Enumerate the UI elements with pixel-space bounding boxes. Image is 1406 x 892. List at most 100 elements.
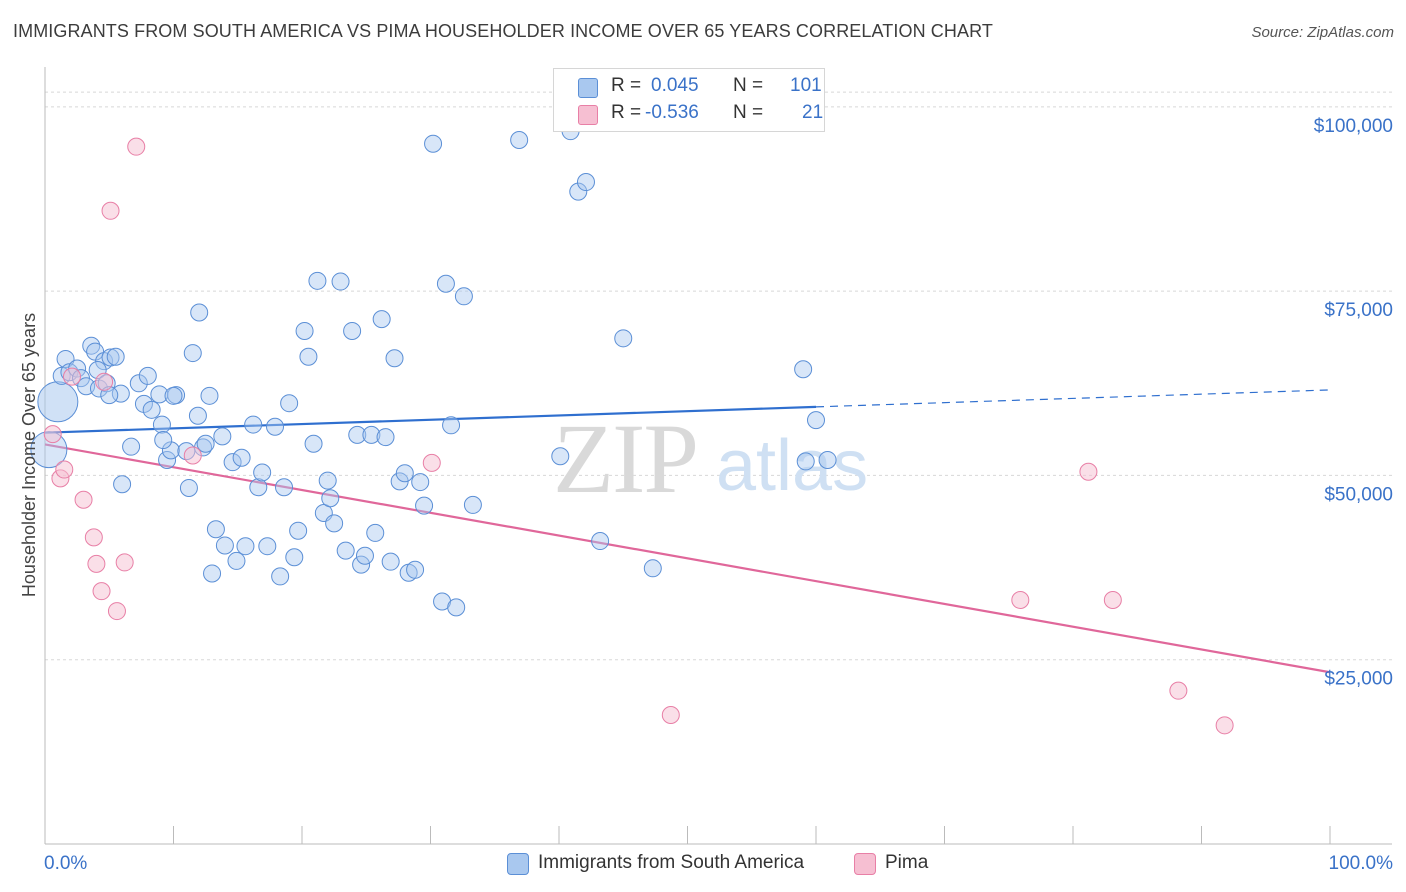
- point-blue: [122, 437, 141, 456]
- point-blue: [304, 434, 323, 453]
- point-blue: [258, 537, 277, 556]
- point-blue: [336, 541, 355, 560]
- point-pink: [422, 453, 441, 472]
- point-blue: [308, 271, 327, 290]
- point-blue: [190, 303, 209, 322]
- trend-line-blue-extension: [815, 389, 1331, 408]
- point-blue: [331, 272, 350, 291]
- point-blue: [200, 386, 219, 405]
- bottom-legend-label-blue: Immigrants from South America: [538, 852, 805, 873]
- legend-box: R = 0.045 N = 101 R = -0.536 N = 21: [553, 68, 825, 132]
- point-blue: [343, 321, 362, 340]
- y-tick-label: $100,000: [1314, 116, 1393, 137]
- legend-r-value: 0.045: [651, 75, 699, 96]
- legend-n-label: N =: [733, 102, 764, 123]
- point-blue: [56, 349, 75, 368]
- point-pink: [115, 553, 134, 572]
- point-blue: [138, 366, 157, 385]
- point-blue: [355, 546, 374, 565]
- point-pink: [55, 460, 74, 479]
- point-blue: [275, 478, 294, 497]
- point-blue: [385, 349, 404, 368]
- point-blue: [376, 428, 395, 447]
- point-pink: [661, 706, 680, 724]
- y-tick-label: $75,000: [1324, 300, 1393, 321]
- point-blue: [796, 452, 815, 471]
- y-tick-label: $25,000: [1324, 669, 1393, 690]
- legend-swatch-blue: [578, 78, 598, 98]
- y-axis-label: Householder Income Over 65 years: [19, 313, 39, 597]
- bottom-legend-swatch-blue: [507, 853, 529, 875]
- point-blue: [236, 537, 255, 556]
- axes: [44, 67, 1392, 845]
- point-blue: [113, 475, 132, 494]
- point-blue: [215, 536, 234, 555]
- point-blue: [551, 447, 570, 466]
- point-blue: [325, 514, 344, 533]
- point-pink: [43, 425, 62, 444]
- bottom-legend-swatch-pink: [854, 853, 876, 875]
- point-blue: [142, 400, 161, 419]
- y-tick-label: $50,000: [1324, 484, 1393, 505]
- point-pink: [1079, 462, 1098, 481]
- source-label: Source: ZipAtlas.com: [1251, 24, 1394, 41]
- point-blue: [295, 321, 314, 340]
- point-blue: [436, 274, 455, 293]
- point-pink: [101, 201, 120, 220]
- point-blue: [454, 287, 473, 306]
- legend-n-value: 101: [790, 75, 822, 96]
- point-blue: [614, 329, 633, 348]
- point-blue: [223, 453, 242, 472]
- point-blue: [111, 384, 130, 403]
- point-blue: [807, 411, 825, 430]
- point-blue: [348, 425, 367, 444]
- point-blue: [179, 478, 198, 497]
- point-blue: [154, 431, 173, 450]
- point-blue: [249, 478, 268, 497]
- point-blue: [362, 425, 381, 444]
- point-blue: [510, 131, 529, 150]
- point-pink: [127, 137, 146, 156]
- legend-r-label: R =: [611, 75, 642, 96]
- point-blue: [86, 342, 105, 361]
- point-blue: [372, 310, 391, 329]
- point-blue: [381, 552, 400, 571]
- point-pink: [183, 446, 202, 465]
- point-pink: [1215, 716, 1234, 735]
- point-blue: [285, 548, 304, 567]
- point-blue: [366, 523, 385, 542]
- point-blue: [164, 386, 183, 405]
- point-blue: [158, 450, 177, 469]
- point-pink: [87, 554, 106, 573]
- point-blue: [442, 416, 461, 435]
- point-blue: [101, 348, 120, 367]
- point-blue: [794, 360, 813, 379]
- legend-r-value: -0.536: [645, 102, 699, 123]
- points: [30, 99, 1234, 735]
- trend-line-blue: [44, 405, 817, 434]
- point-blue: [106, 347, 125, 366]
- point-blue: [183, 344, 202, 363]
- point-pink: [95, 372, 114, 391]
- point-blue: [411, 473, 430, 492]
- point-blue: [244, 415, 263, 434]
- point-blue: [321, 489, 340, 508]
- point-blue: [318, 471, 337, 490]
- point-blue: [395, 464, 414, 483]
- point-pink: [1103, 591, 1122, 610]
- point-blue: [352, 555, 371, 574]
- point-blue: [271, 567, 290, 586]
- point-pink: [107, 602, 126, 621]
- point-blue: [253, 463, 272, 482]
- point-blue: [280, 394, 299, 413]
- point-blue: [591, 532, 610, 551]
- point-blue: [406, 560, 425, 579]
- legend-n-label: N =: [733, 75, 764, 96]
- point-blue: [266, 417, 285, 436]
- watermark-zip: ZIP: [553, 403, 697, 514]
- watermark-atlas: atlas: [716, 426, 868, 506]
- point-blue: [227, 551, 246, 570]
- legend-n-value: 21: [802, 102, 824, 123]
- tick-labels: $25,000 $50,000 $75,000 $100,000 0.0% 100.0%: [44, 116, 1393, 874]
